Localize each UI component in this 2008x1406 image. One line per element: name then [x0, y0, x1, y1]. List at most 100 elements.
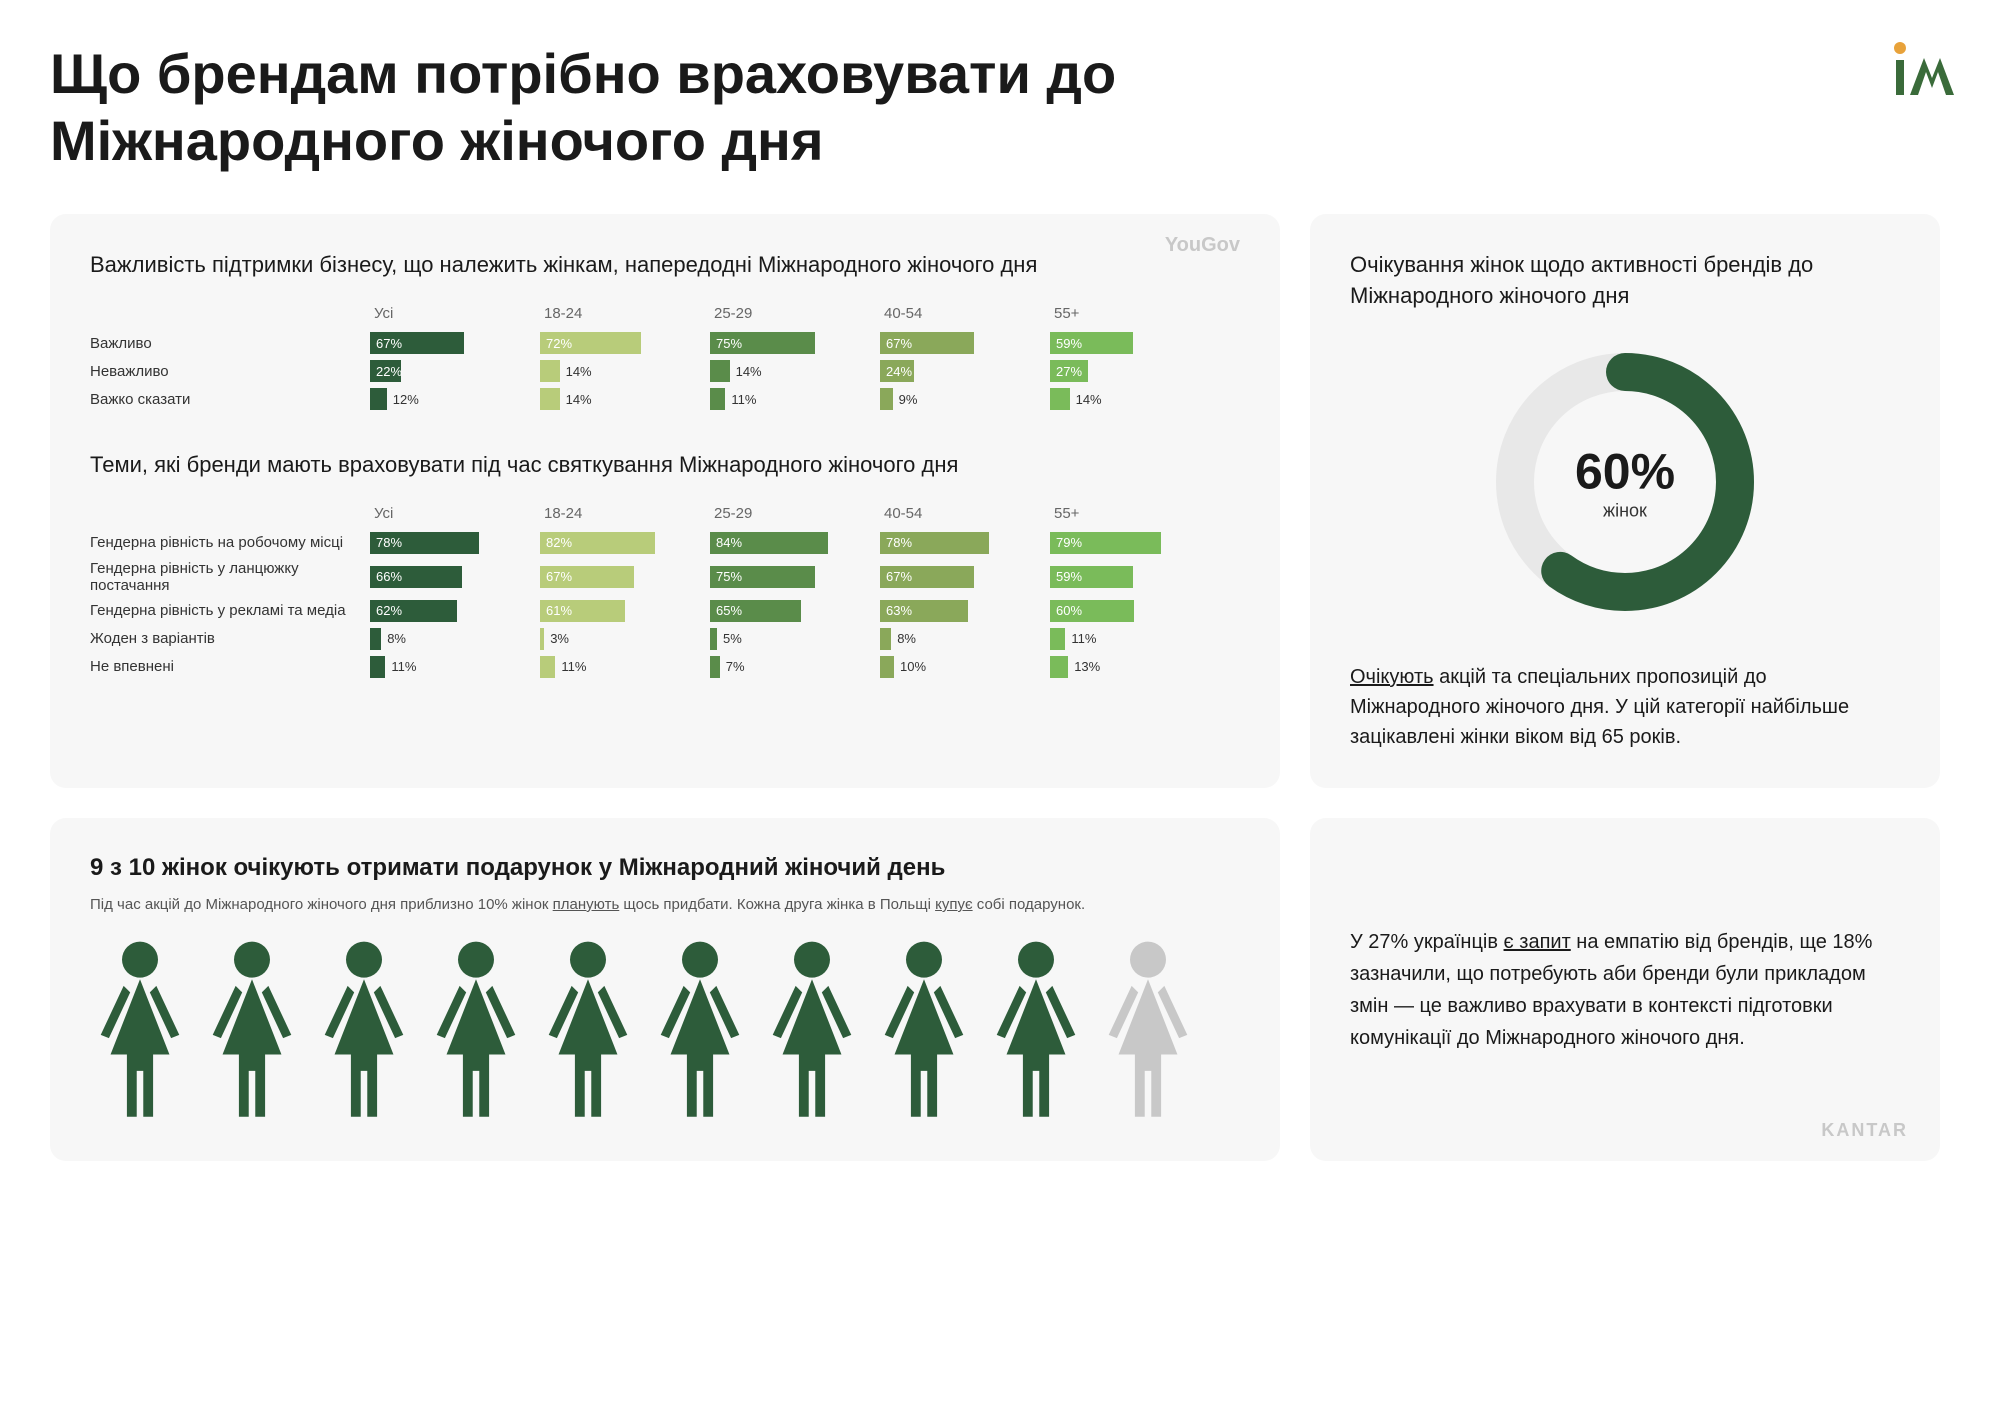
- bar: [540, 360, 560, 382]
- bar-value: 65%: [710, 603, 742, 618]
- donut-title: Очікування жінок щодо активності брендів…: [1350, 250, 1900, 312]
- column-header: 25-29: [710, 305, 880, 322]
- women-subtitle: Під час акцій до Міжнародного жіночого д…: [90, 894, 1240, 917]
- bar-value: 75%: [710, 336, 742, 351]
- bar: [710, 388, 725, 410]
- column-header: 25-29: [710, 505, 880, 522]
- bar-value: 11%: [555, 659, 586, 674]
- bar: 22%: [370, 360, 401, 382]
- bar: [710, 656, 720, 678]
- donut-percent: 60%: [1575, 442, 1675, 500]
- row-label: Важливо: [90, 335, 370, 352]
- source-yougov: YouGov: [1165, 234, 1240, 257]
- bar-value: 67%: [540, 569, 572, 584]
- bar: 65%: [710, 600, 801, 622]
- column-header: Усі: [370, 505, 540, 522]
- column-header: 40-54: [880, 305, 1050, 322]
- donut-sublabel: жінок: [1575, 500, 1675, 521]
- bar: [880, 656, 894, 678]
- bar-value: 24%: [880, 364, 912, 379]
- panel-donut: Очікування жінок щодо активності брендів…: [1310, 214, 1940, 788]
- bar: [370, 628, 381, 650]
- bar: [1050, 388, 1070, 410]
- bar-value: 9%: [893, 392, 918, 407]
- column-header: 40-54: [880, 505, 1050, 522]
- chart-title: Важливість підтримки бізнесу, що належит…: [90, 250, 1240, 281]
- bar: 66%: [370, 566, 462, 588]
- column-header: 18-24: [540, 305, 710, 322]
- donut-description: Очікують акцій та спеціальних пропозицій…: [1350, 662, 1900, 752]
- bar-value: 27%: [1050, 364, 1082, 379]
- bar: [1050, 656, 1068, 678]
- bar-value: 82%: [540, 535, 572, 550]
- bar: [1050, 628, 1065, 650]
- row-label: Жоден з варіантів: [90, 630, 370, 647]
- bar: 61%: [540, 600, 625, 622]
- panel-women-gift: 9 з 10 жінок очікують отримати подарунок…: [50, 818, 1280, 1162]
- bar: 62%: [370, 600, 457, 622]
- bar: [710, 360, 730, 382]
- row-label: Не впевнені: [90, 658, 370, 675]
- woman-icon: [538, 940, 638, 1125]
- chart-title: Теми, які бренди мають враховувати під ч…: [90, 450, 1240, 481]
- bar-value: 11%: [725, 392, 756, 407]
- bar: 78%: [370, 532, 479, 554]
- donut-chart: 60% жінок: [1485, 342, 1765, 622]
- women-title: 9 з 10 жінок очікують отримати подарунок…: [90, 854, 1240, 882]
- bar-value: 62%: [370, 603, 402, 618]
- woman-icon: [202, 940, 302, 1125]
- row-label: Важко сказати: [90, 391, 370, 408]
- bar: [710, 628, 717, 650]
- bar: 75%: [710, 566, 815, 588]
- bar-value: 7%: [720, 659, 745, 674]
- column-header: 55+: [1050, 305, 1220, 322]
- row-label: Гендерна рівність у рекламі та медіа: [90, 602, 370, 619]
- column-header: 18-24: [540, 505, 710, 522]
- bar-value: 14%: [1070, 392, 1102, 407]
- bar-value: 10%: [894, 659, 926, 674]
- bar-value: 3%: [544, 631, 569, 646]
- bar-value: 5%: [717, 631, 742, 646]
- bar: 67%: [880, 332, 974, 354]
- bar: [880, 628, 891, 650]
- panel-empathy-text: У 27% українців є запит на емпатію від б…: [1310, 818, 1940, 1162]
- bar-value: 59%: [1050, 569, 1082, 584]
- woman-icon: [762, 940, 862, 1125]
- bar-value: 61%: [540, 603, 572, 618]
- row-label: Гендерна рівність у ланцюжку постачання: [90, 560, 370, 594]
- bar-value: 66%: [370, 569, 402, 584]
- bar-value: 63%: [880, 603, 912, 618]
- row-label: Неважливо: [90, 363, 370, 380]
- source-kantar: KANTAR: [1821, 1120, 1908, 1141]
- bar: 63%: [880, 600, 968, 622]
- woman-icon: [650, 940, 750, 1125]
- row-label: Гендерна рівність на робочому місці: [90, 534, 370, 551]
- bar-value: 12%: [387, 392, 419, 407]
- woman-icon: [426, 940, 526, 1125]
- bar-value: 14%: [560, 392, 592, 407]
- woman-icon: [1098, 940, 1198, 1125]
- bar: 59%: [1050, 332, 1133, 354]
- bar: 27%: [1050, 360, 1088, 382]
- bar-value: 72%: [540, 336, 572, 351]
- bar-value: 13%: [1068, 659, 1100, 674]
- women-pictogram-row: [90, 940, 1240, 1125]
- bar-value: 67%: [370, 336, 402, 351]
- bar-value: 67%: [880, 569, 912, 584]
- bar: 75%: [710, 332, 815, 354]
- bar-value: 11%: [385, 659, 416, 674]
- bar-value: 14%: [560, 364, 592, 379]
- bar: [880, 388, 893, 410]
- bar: 24%: [880, 360, 914, 382]
- bar: 84%: [710, 532, 828, 554]
- bar-value: 67%: [880, 336, 912, 351]
- bar: 59%: [1050, 566, 1133, 588]
- woman-icon: [874, 940, 974, 1125]
- column-header: Усі: [370, 305, 540, 322]
- empathy-text: У 27% українців є запит на емпатію від б…: [1350, 926, 1900, 1054]
- bar: [540, 656, 555, 678]
- woman-icon: [986, 940, 1086, 1125]
- panel-support-charts: YouGov Важливість підтримки бізнесу, що …: [50, 214, 1280, 788]
- bar: [370, 388, 387, 410]
- bar-value: 14%: [730, 364, 762, 379]
